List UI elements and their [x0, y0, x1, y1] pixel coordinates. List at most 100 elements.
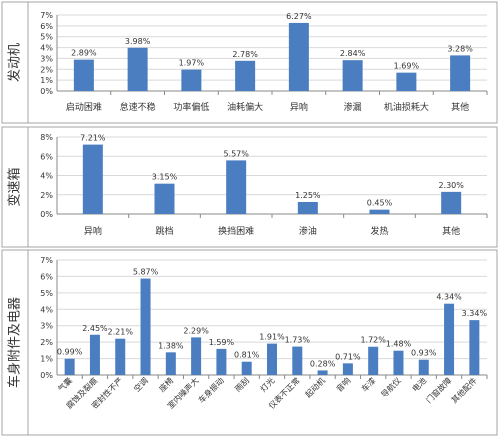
bar	[418, 359, 429, 375]
bar	[441, 191, 462, 214]
y-axis-label: 车身附件及电器	[7, 297, 23, 388]
category-label: 油耗偏大	[227, 101, 263, 113]
bar	[369, 209, 390, 214]
data-label: 3.98%	[125, 37, 151, 46]
bar	[368, 346, 379, 375]
y-tick-label: 7%	[40, 256, 53, 265]
data-label: 2.29%	[183, 326, 209, 335]
bar	[469, 320, 480, 375]
y-axis-label: 变速箱	[7, 167, 23, 206]
data-label: 0.99%	[57, 348, 83, 357]
bar	[64, 358, 75, 375]
data-label: 2.78%	[232, 50, 258, 59]
y-tick-label: 5%	[40, 289, 53, 298]
data-label: 3.15%	[152, 173, 178, 182]
category-label: 跳档	[155, 225, 173, 237]
category-label: 异响	[84, 225, 102, 237]
category-label: 其他	[451, 101, 469, 113]
chart-panel-0: 发动机 0% 1% 2% 3%4% 5% 6% 7% 2.89% 启动困难 3.98% 怠速不稳 1.9…	[1, 1, 498, 124]
y-tick-label: 4%	[40, 44, 53, 53]
bar	[140, 278, 151, 375]
y-tick-label: 7%	[40, 11, 53, 20]
data-label: 1.48%	[386, 340, 412, 349]
bar	[444, 303, 455, 375]
bar	[241, 361, 252, 375]
category-label: 换挡困难	[218, 225, 254, 237]
category-label: 其他	[442, 225, 460, 237]
data-label: 3.28%	[447, 44, 473, 53]
y-tick-label: 1%	[40, 355, 53, 364]
y-tick-label: 6%	[40, 272, 53, 281]
y-tick-label: 1%	[40, 76, 53, 85]
y-tick-label: 2%	[40, 338, 53, 347]
bar	[89, 334, 100, 375]
y-tick-label: 6%	[40, 22, 53, 31]
y-tick-label: 6%	[40, 152, 53, 161]
y-tick-label: 4%	[40, 172, 53, 181]
data-label: 1.38%	[158, 341, 184, 350]
bar	[396, 72, 417, 91]
data-label: 7.21%	[80, 134, 106, 143]
bar	[317, 370, 328, 375]
data-label: 2.89%	[71, 49, 97, 58]
bar	[226, 160, 247, 214]
y-tick-label: 0%	[40, 371, 53, 380]
data-label: 0.93%	[411, 349, 437, 358]
data-label: 0.81%	[234, 351, 260, 360]
category-label: 渗油	[299, 225, 317, 237]
data-label: 1.72%	[360, 336, 386, 345]
bar	[154, 183, 175, 214]
bar	[191, 337, 202, 375]
bar	[393, 350, 404, 375]
data-label: 1.91%	[259, 333, 285, 342]
chart-panel-1: 变速箱 0% 2% 4% 6% 8% 7.21% 异响 3.15% 跳档 5.57% 换挡困难 1.25…	[1, 126, 498, 248]
bar	[73, 59, 94, 91]
category-label: 发热	[370, 225, 388, 237]
category-label: 异响	[290, 101, 308, 113]
data-label: 4.34%	[436, 293, 462, 302]
bar	[342, 363, 353, 375]
data-label: 6.27%	[286, 12, 312, 21]
category-label: 渗漏	[344, 101, 362, 113]
y-tick-label: 3%	[40, 322, 53, 331]
y-tick-label: 4%	[40, 305, 53, 314]
bar	[181, 69, 202, 91]
y-tick-label: 5%	[40, 33, 53, 42]
bar	[235, 60, 256, 91]
chart-panel-2: 车身附件及电器 0%1%2%3%4%5%6%7%0.99%气囊2.45%腐蚀及裂痕…	[1, 249, 498, 436]
bar	[288, 22, 309, 92]
data-label: 2.45%	[82, 324, 108, 333]
y-tick-label: 2%	[40, 191, 53, 200]
data-label: 0.28%	[310, 359, 336, 368]
y-tick-label: 8%	[40, 133, 53, 142]
bar	[216, 348, 227, 375]
data-label: 3.34%	[462, 309, 488, 318]
data-label: 5.57%	[223, 149, 249, 158]
data-label: 2.84%	[340, 49, 366, 58]
bar	[115, 338, 126, 375]
data-label: 1.69%	[394, 62, 420, 71]
bar	[82, 144, 103, 214]
y-axis-label: 发动机	[7, 43, 23, 82]
y-tick-label: 0%	[40, 87, 53, 96]
category-label: 功率偏低	[173, 101, 209, 113]
bar	[165, 352, 176, 375]
category-label: 机油损耗大	[384, 101, 429, 113]
data-label: 0.71%	[335, 352, 361, 361]
bar	[267, 343, 277, 375]
category-label: 启动困难	[66, 101, 102, 113]
y-tick-label: 3%	[40, 54, 53, 63]
data-label: 0.45%	[367, 199, 393, 208]
bar	[127, 47, 148, 91]
bar	[297, 201, 318, 214]
bar	[342, 60, 363, 91]
y-tick-label: 2%	[40, 65, 53, 74]
data-label: 1.73%	[285, 336, 311, 345]
data-label: 2.21%	[108, 328, 134, 337]
bar	[292, 346, 303, 375]
data-label: 5.87%	[133, 268, 159, 277]
data-label: 1.59%	[209, 338, 235, 347]
y-tick-label: 0%	[40, 210, 53, 219]
data-label: 1.97%	[179, 59, 205, 68]
